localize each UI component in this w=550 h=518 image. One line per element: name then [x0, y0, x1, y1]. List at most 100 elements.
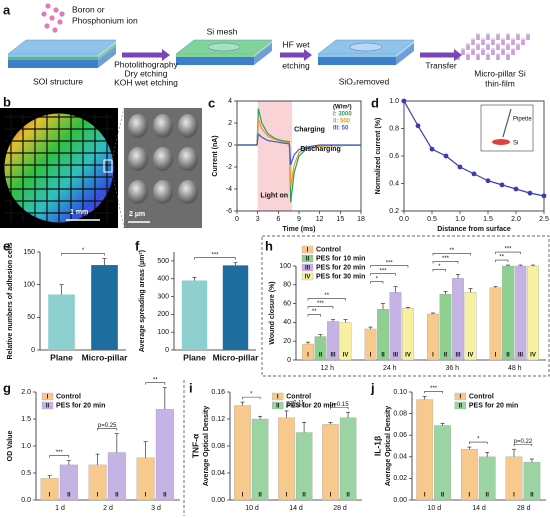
- data-point: [443, 153, 449, 159]
- legend-swatch-label: I: [307, 247, 309, 253]
- bar-series-label: II: [486, 493, 490, 499]
- panel-label: j: [370, 380, 375, 395]
- step-label: Si mesh: [207, 26, 238, 36]
- legend-entry: Control: [316, 247, 341, 254]
- pillar-bump: [153, 114, 173, 138]
- y-tick-label: 4: [228, 98, 232, 105]
- y-tick-label: 100: [157, 329, 169, 336]
- pillar-top: [461, 48, 465, 50]
- pillar: [516, 34, 520, 40]
- y-tick-label: 0.08: [211, 443, 225, 450]
- y-tick-label: 0.0: [21, 497, 31, 504]
- pillar-top: [476, 43, 480, 45]
- pillar: [486, 44, 490, 50]
- y-tick-label: -4: [226, 186, 232, 193]
- y-tick-label: 300: [157, 293, 169, 300]
- pillar: [506, 54, 510, 60]
- ion-dot: [52, 27, 58, 33]
- legend-entry: Control: [286, 394, 311, 401]
- x-axis-label: Distance from surface: [437, 226, 511, 233]
- y-tick-label: 0.00: [211, 497, 225, 504]
- y-tick-label: 60: [283, 300, 291, 307]
- legend-swatch-label: I: [460, 394, 462, 400]
- pillar-top: [506, 53, 510, 55]
- legend-swatch: [272, 392, 284, 401]
- bar: [439, 294, 452, 361]
- slab-front: [176, 57, 254, 65]
- legend-swatch: [454, 392, 467, 401]
- y-axis-label: Current (nA): [212, 135, 219, 176]
- pillar-top: [491, 38, 495, 40]
- ion-dot: [57, 19, 63, 25]
- bar: [91, 265, 118, 350]
- significance-bracket: [432, 253, 471, 256]
- y-tick-label: 50: [27, 314, 35, 321]
- significance-label: *: [477, 437, 480, 443]
- pillar: [486, 34, 490, 40]
- y-tick-label: -2: [226, 164, 232, 171]
- significance-bracket: [286, 405, 305, 408]
- pillar: [491, 39, 495, 45]
- significance-bracket: [49, 455, 70, 458]
- legend-swatch-label: III: [305, 265, 310, 271]
- panel-label: e: [3, 238, 10, 253]
- mesh-mark: [349, 42, 383, 52]
- significance-label: *: [376, 276, 379, 282]
- x-tick-label: 2.5: [539, 216, 549, 223]
- pillar-top: [491, 48, 495, 50]
- ion-dot: [53, 7, 59, 13]
- pillar: [501, 49, 505, 55]
- pillar-bump: [178, 147, 198, 171]
- panel-label: b: [3, 94, 11, 109]
- bar: [502, 265, 514, 361]
- x-tick-label: Plane: [183, 352, 206, 362]
- panel-label: f: [135, 238, 140, 253]
- data-point: [457, 164, 463, 170]
- x-tick-label: 28 d: [333, 505, 347, 512]
- x-axis-label: Time (ms): [283, 226, 316, 233]
- y-tick-label: 0.12: [211, 416, 225, 423]
- bar-series-label: I: [49, 493, 51, 499]
- data-line: [237, 119, 362, 187]
- pillar: [486, 54, 490, 60]
- zoom-line: [111, 107, 125, 161]
- significance-bracket: [424, 391, 443, 394]
- significance-label: **: [312, 309, 317, 315]
- x-tick-label: 10 d: [428, 505, 442, 512]
- slab-side: [98, 40, 116, 57]
- bar-series-label: II: [381, 353, 385, 359]
- pillar: [476, 34, 480, 40]
- y-tick-label: 0: [228, 142, 232, 149]
- bar-series-label: I: [495, 353, 497, 359]
- pillar: [481, 49, 485, 55]
- pillar: [501, 39, 505, 45]
- slab-side: [254, 43, 272, 65]
- x-tick-label: 6: [276, 216, 280, 223]
- legend-swatch-label: IV: [305, 274, 311, 280]
- legend-swatch-label: I: [277, 394, 279, 400]
- pillar: [511, 39, 515, 45]
- bar-series-label: II: [115, 493, 119, 499]
- bar-series-label: III: [393, 353, 398, 359]
- bar-series-label: IV: [405, 353, 411, 359]
- legend-swatch-label: II: [46, 403, 50, 409]
- slab-front: [318, 57, 396, 65]
- bar-series-label: III: [518, 353, 523, 359]
- pillar-top: [521, 38, 525, 40]
- legend-swatch: [301, 263, 314, 272]
- annotation: Charging: [294, 126, 325, 133]
- ion-label: Phosphonium ion: [72, 15, 138, 25]
- bar-series-label: I: [242, 493, 244, 499]
- significance-bracket: [194, 257, 236, 260]
- bar: [464, 292, 477, 361]
- pillar: [516, 44, 520, 50]
- y-tick-label: 0: [31, 347, 35, 354]
- significance-label: ***: [379, 268, 387, 274]
- inset-sample: [492, 139, 510, 145]
- pillar-bump: [128, 180, 148, 204]
- bar: [527, 265, 539, 361]
- bar-series-label: I: [370, 353, 372, 359]
- bar-series-label: I: [330, 493, 332, 499]
- annotation: Light on: [260, 192, 288, 199]
- pillar-top: [471, 48, 475, 50]
